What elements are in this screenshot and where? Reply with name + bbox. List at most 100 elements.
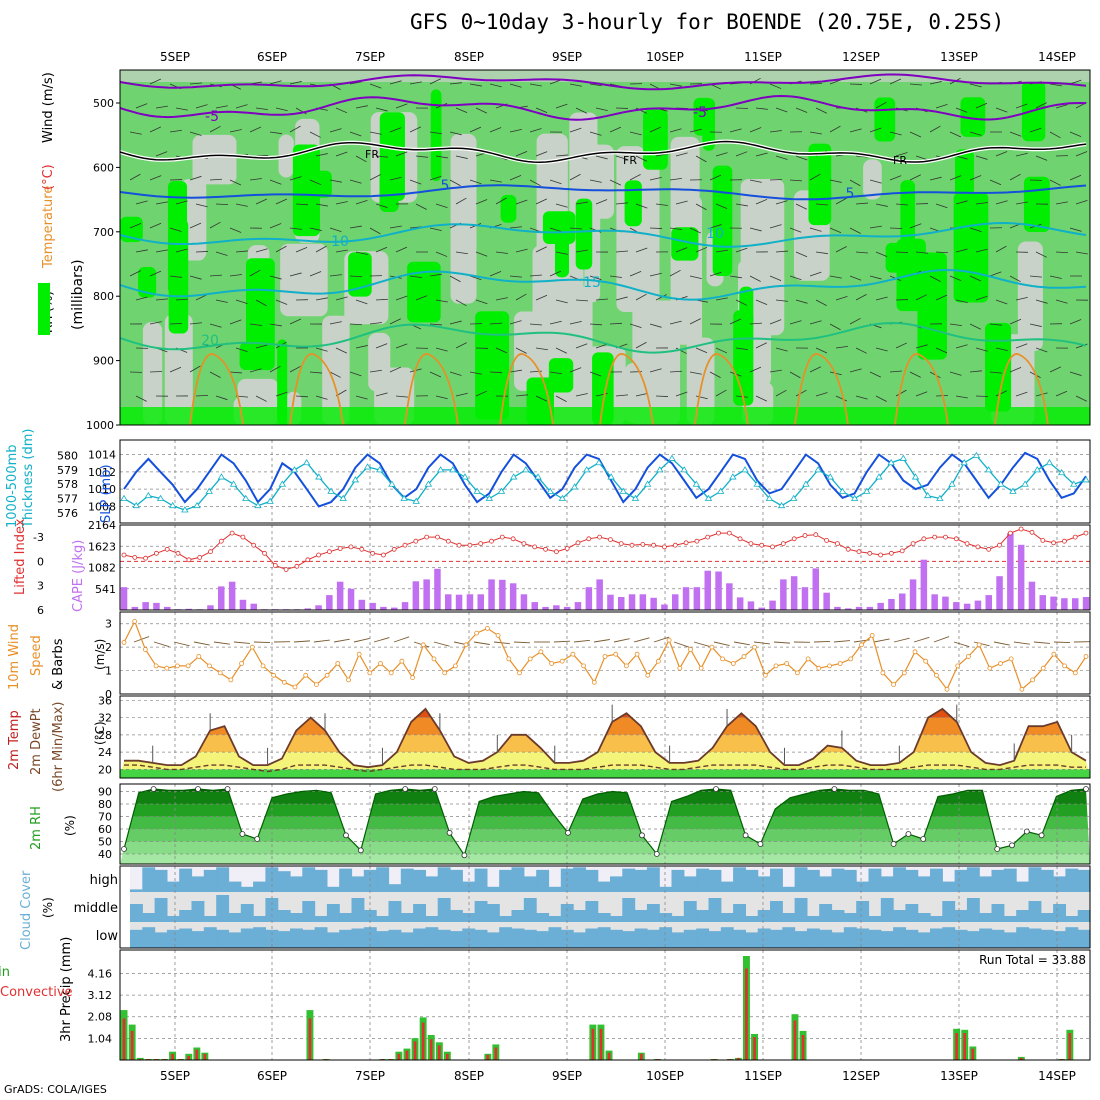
- wind-barb: [629, 323, 642, 328]
- wind-barb: [995, 200, 1008, 205]
- wind-barb: [1049, 131, 1061, 139]
- li-point: [424, 534, 430, 540]
- wind-barb: [529, 323, 542, 326]
- wind-barb: [235, 104, 248, 109]
- li-point: [824, 538, 829, 543]
- wind-barb: [489, 322, 502, 325]
- wind-barb: [155, 298, 168, 301]
- wind-barb: [755, 107, 768, 110]
- cape-bar: [391, 607, 398, 610]
- cape-tick-label: 1623: [88, 540, 116, 553]
- rh-green-area: [277, 339, 288, 425]
- wind-barb: [129, 131, 142, 135]
- wind-barb: [289, 272, 302, 277]
- rh-green-area: [245, 258, 275, 371]
- cape-bar: [790, 576, 798, 610]
- rh-point: [713, 786, 719, 792]
- li-point: [608, 537, 613, 542]
- rh-point: [565, 829, 571, 836]
- li-point: [456, 542, 462, 548]
- precip-conv-bar: [171, 1053, 174, 1060]
- cape-bar: [153, 602, 160, 610]
- cloud-cell: [745, 932, 759, 948]
- wind-barb: [1053, 641, 1071, 644]
- wind-barb: [1075, 395, 1087, 402]
- wind-barb: [889, 131, 902, 136]
- date-label-top: 8SEP: [454, 50, 484, 64]
- cloud-cell: [1077, 910, 1091, 922]
- cloud-cell: [683, 876, 697, 892]
- wind-barb: [209, 274, 222, 277]
- wind-barb: [869, 78, 882, 85]
- wind-barb: [749, 227, 762, 232]
- wind-barb: [655, 294, 667, 301]
- rh-green-area: [120, 407, 1090, 425]
- cloud-cell: [363, 927, 377, 948]
- thickness-tick-label: 580: [57, 450, 78, 463]
- wind-barb: [549, 320, 562, 325]
- cloud-cell: [302, 901, 316, 922]
- cloud-cell: [425, 876, 439, 892]
- wind-barb: [735, 107, 749, 109]
- wind-barb: [229, 274, 242, 277]
- wind-barb: [329, 128, 342, 133]
- wind-speed-point: [634, 651, 640, 657]
- cloud-cell: [880, 876, 894, 892]
- wind-barb: [289, 318, 302, 325]
- wind-barb: [509, 83, 522, 88]
- wind-barb: [809, 173, 821, 181]
- precip-conv-bar: [413, 1041, 417, 1060]
- cape-bar: [888, 599, 895, 610]
- wind-barb: [269, 80, 282, 85]
- li-point: [845, 546, 851, 552]
- freezing-level: [119, 140, 1087, 164]
- wind-barb: [1055, 251, 1069, 254]
- wind-barb: [1035, 347, 1048, 353]
- wind-barb: [149, 126, 162, 133]
- precip-conv-bar: [405, 1050, 409, 1060]
- thickness-point: [997, 480, 1005, 487]
- cloud-cell: [770, 929, 783, 948]
- date-label-top: 5SEP: [160, 50, 190, 64]
- wind-speed-point: [827, 663, 832, 669]
- wind-barb: [575, 107, 587, 114]
- wind-barb: [769, 224, 782, 229]
- wind-speed-point: [324, 672, 330, 678]
- wind-barb: [975, 248, 988, 253]
- cloud-cell: [794, 931, 808, 948]
- rh-tick-label: 70: [98, 811, 112, 824]
- ylabel-cloud: Cloud Cover: [19, 870, 34, 950]
- cloud-cell: [388, 884, 402, 892]
- wind-barb: [835, 246, 847, 253]
- cloud-cell: [536, 913, 550, 922]
- thickness-tick-label: 578: [57, 478, 78, 491]
- cloud-cell: [474, 901, 488, 922]
- cloud-cell: [843, 869, 857, 892]
- li-point: [586, 536, 592, 542]
- wind-speed-point: [677, 665, 683, 671]
- rh-green-area: [167, 180, 188, 294]
- thickness-point: [1009, 487, 1017, 494]
- cloud-cell: [782, 927, 796, 948]
- wind-barb: [915, 391, 928, 397]
- cloud-cell: [708, 898, 722, 922]
- wind-barb: [953, 641, 970, 648]
- cloud-cell: [585, 928, 599, 948]
- cloud-cell: [499, 916, 513, 922]
- wind-speed-point: [976, 642, 982, 648]
- wind-barb: [469, 83, 482, 87]
- wind-barb: [995, 245, 1007, 253]
- rh-gray-area: [450, 133, 477, 304]
- cape-bar: [401, 602, 409, 610]
- cape-bar: [953, 602, 960, 610]
- cape-tick-label: 1082: [88, 562, 116, 575]
- wind-barb: [635, 155, 647, 162]
- wind-barb: [209, 125, 221, 133]
- cloud-cell: [1053, 876, 1066, 892]
- wind-barb: [1035, 251, 1047, 258]
- rh-gray-area: [280, 243, 328, 317]
- wind-barb: [175, 200, 188, 205]
- wind-speed-point: [367, 670, 373, 676]
- thickness-point: [753, 480, 761, 487]
- wind-barb: [1049, 366, 1062, 373]
